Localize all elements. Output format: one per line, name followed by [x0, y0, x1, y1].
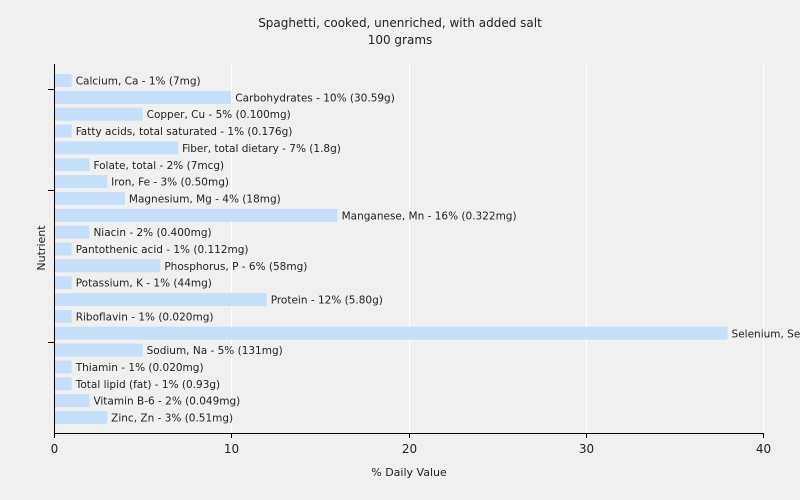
x-tick-label: 20	[402, 442, 417, 456]
bar-label: Zinc, Zn - 3% (0.51mg)	[111, 413, 233, 425]
bar-label: Fatty acids, total saturated - 1% (0.176…	[76, 126, 293, 138]
bar-label: Copper, Cu - 5% (0.100mg)	[147, 109, 291, 121]
bar-label: Selenium, Se - 38% (26.4mcg)	[732, 328, 800, 340]
bar	[55, 141, 179, 155]
bar	[55, 124, 72, 138]
bar	[55, 343, 143, 357]
bar-label: Fiber, total dietary - 7% (1.8g)	[182, 143, 341, 155]
bar	[55, 225, 90, 239]
bar	[55, 394, 90, 408]
bar-label: Pantothenic acid - 1% (0.112mg)	[76, 244, 249, 256]
bar-labels: Calcium, Ca - 1% (7mg) Carbohydrates - 10…	[75, 76, 800, 425]
x-tick-label: 0	[51, 442, 59, 456]
x-tick-label: 10	[224, 442, 239, 456]
bar	[55, 175, 108, 189]
bar	[55, 208, 338, 222]
bar-label: Magnesium, Mg - 4% (18mg)	[129, 193, 281, 205]
bar-label: Phosphorus, P - 6% (58mg)	[164, 261, 307, 273]
bar-label: Folate, total - 2% (7mcg)	[93, 160, 224, 172]
chart-title: Spaghetti, cooked, unenriched, with adde…	[258, 16, 542, 30]
axes: 0 10 20 30 40	[48, 64, 771, 456]
x-tick-label: 40	[756, 442, 771, 456]
bar-label: Calcium, Ca - 1% (7mg)	[76, 76, 201, 88]
bar	[55, 411, 108, 424]
bar-label: Total lipid (fat) - 1% (0.93g)	[75, 379, 220, 391]
bar	[55, 259, 161, 273]
bar	[55, 242, 72, 256]
bar	[55, 293, 267, 307]
bar	[55, 107, 143, 121]
bar-label: Protein - 12% (5.80g)	[271, 295, 383, 307]
bar	[55, 360, 72, 374]
bar-label: Niacin - 2% (0.400mg)	[93, 227, 211, 239]
bar	[55, 90, 232, 104]
grid-lines	[231, 64, 764, 433]
chart-subtitle: 100 grams	[368, 33, 433, 47]
y-axis-label: Nutrient	[35, 225, 48, 271]
bar-label: Sodium, Na - 5% (131mg)	[147, 345, 283, 357]
bar-label: Vitamin B-6 - 2% (0.049mg)	[93, 396, 240, 408]
x-tick-label: 30	[579, 442, 594, 456]
bar-label: Potassium, K - 1% (44mg)	[76, 278, 212, 290]
bar-label: Iron, Fe - 3% (0.50mg)	[111, 177, 229, 189]
bar	[55, 309, 72, 323]
bars	[55, 74, 728, 424]
bar-label: Thiamin - 1% (0.020mg)	[75, 362, 204, 374]
bar	[55, 158, 90, 172]
bar	[55, 326, 728, 340]
bar	[55, 191, 125, 205]
bar-label: Carbohydrates - 10% (30.59g)	[235, 92, 395, 104]
x-axis-label: % Daily Value	[371, 466, 447, 479]
bar-label: Riboflavin - 1% (0.020mg)	[76, 311, 214, 323]
bar-label: Manganese, Mn - 16% (0.322mg)	[342, 210, 517, 222]
bar	[55, 276, 72, 290]
bar	[55, 74, 72, 87]
bar	[55, 377, 72, 391]
